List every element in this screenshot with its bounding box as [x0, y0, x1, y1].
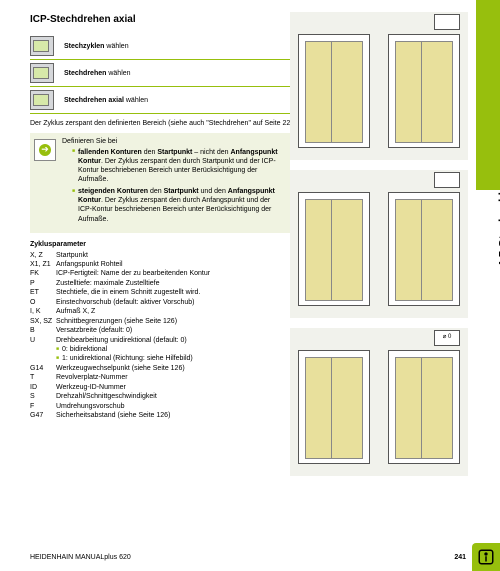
param-key: G14 [30, 364, 56, 373]
param-key: FK [30, 269, 56, 278]
param-key: X1, Z1 [30, 260, 56, 269]
param-key: O [30, 298, 56, 307]
arrow-icon: ➔ [34, 139, 56, 161]
step-text: Stechdrehen axial wählen [64, 97, 148, 104]
param-key: SX, SZ [30, 317, 56, 326]
note-body: Definieren Sie bei fallenden Konturen de… [62, 137, 284, 227]
figure-panel [298, 192, 370, 306]
stechzyklen-icon [30, 36, 54, 56]
note-item: steigenden Konturen den Startpunkt und d… [72, 187, 284, 223]
param-key: G47 [30, 411, 56, 420]
figure-small-icon [434, 172, 460, 188]
footer-product: HEIDENHAIN MANUALplus 620 [30, 554, 131, 561]
note-box: ➔ Definieren Sie bei fallenden Konturen … [30, 133, 290, 233]
param-key: ET [30, 288, 56, 297]
figure-panel [388, 350, 460, 464]
note-item: fallenden Konturen den Startpunkt – nich… [72, 148, 284, 184]
info-icon [472, 543, 500, 571]
figure-small-icon [434, 14, 460, 30]
param-key: B [30, 326, 56, 335]
param-key: X, Z [30, 251, 56, 260]
param-key: ID [30, 383, 56, 392]
figure-panel [388, 34, 460, 148]
figure-set-2 [290, 170, 468, 318]
figure-small-icon: ⌀ 0 [434, 330, 460, 346]
param-key: S [30, 392, 56, 401]
figure-panel [388, 192, 460, 306]
param-key: T [30, 373, 56, 382]
figure-set-1 [290, 12, 468, 160]
step-text: Stechdrehen wählen [64, 70, 131, 77]
stechdrehen-axial-icon [30, 90, 54, 110]
page-number: 241 [454, 554, 466, 561]
param-key: F [30, 402, 56, 411]
step-text: Stechzyklen wählen [64, 43, 129, 50]
page-footer: HEIDENHAIN MANUALplus 620 241 [30, 554, 466, 561]
section-tab [476, 0, 500, 190]
figure-panel [298, 34, 370, 148]
param-key: P [30, 279, 56, 288]
figure-panel [298, 350, 370, 464]
param-key: U [30, 336, 56, 345]
param-key: I, K [30, 307, 56, 316]
stechdrehen-icon [30, 63, 54, 83]
figure-set-3: ⌀ 0 [290, 328, 468, 476]
section-tab-label: 4.5 Stechzyklen [496, 178, 500, 267]
figures-column: ⌀ 0 [290, 12, 468, 486]
